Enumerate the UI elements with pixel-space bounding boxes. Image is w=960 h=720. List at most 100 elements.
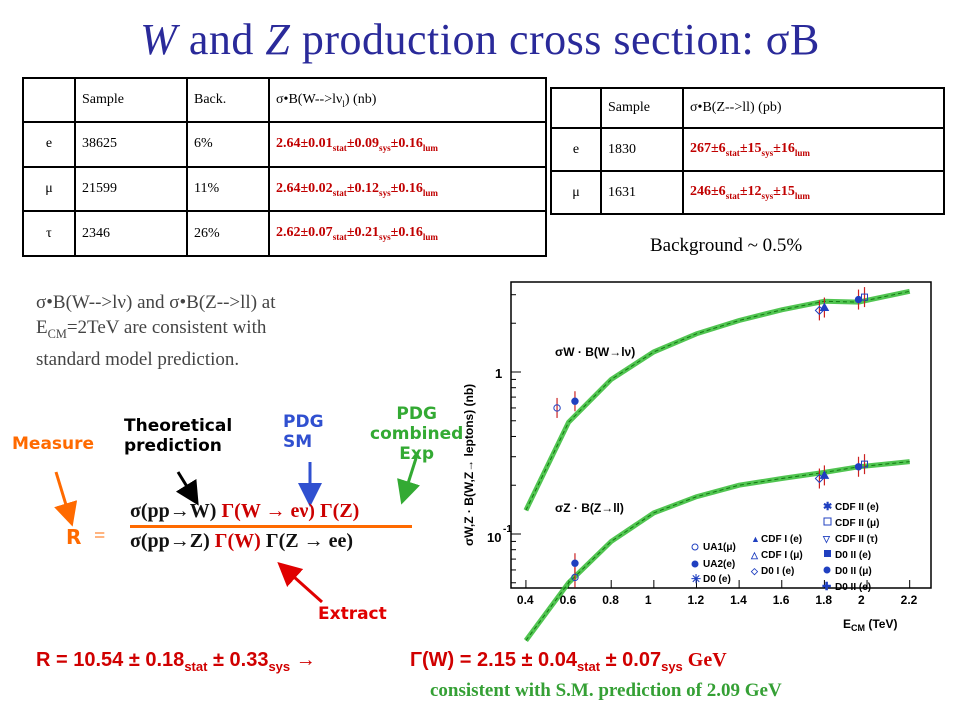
x-tick-label: 2	[858, 593, 865, 607]
w-curve-label: σW · B(W→lν)	[555, 345, 635, 359]
legend-entry: CDF II (e)	[835, 502, 879, 513]
sample-count: 1830	[600, 127, 684, 172]
extract-arrow	[277, 561, 324, 604]
data-points	[553, 287, 869, 588]
data-point	[861, 460, 869, 468]
w-theory-curve-dash	[525, 290, 910, 511]
data-point	[571, 573, 579, 582]
data-point	[854, 295, 863, 304]
plot-legend: UA1(μ) UA2(e) ✳ D0 (e) ▲ CDF I (e) △ CDF…	[691, 501, 879, 593]
z-cross-section-table: Sample σ•B(Z-->ll) (pb) e 1830 267±6stat…	[550, 87, 945, 215]
z-theory-curve-dash	[525, 461, 910, 641]
legend-marker	[824, 550, 831, 557]
x-tick-label: 1.8	[815, 593, 832, 607]
cross-section-value: 2.64±0.02stat±0.12sys±0.16lum	[268, 165, 547, 213]
legend-entry: UA1(μ)	[703, 542, 736, 553]
table-row: e 38625 6% 2.64±0.01stat±0.09sys±0.16lum	[22, 121, 547, 168]
legend-marker: ✳	[691, 572, 701, 586]
formula-r-label: R	[66, 525, 82, 549]
table-header-sample: Sample	[600, 87, 684, 129]
formula-equals: =	[94, 525, 106, 547]
table-row: e 1830 267±6stat±15sys±16lum	[550, 127, 945, 172]
data-point	[553, 404, 561, 412]
legend-marker: ▲	[751, 534, 760, 544]
measure-arrow	[54, 471, 78, 527]
table-header-sigma-b-w: σ•B(W-->lνl) (nb)	[268, 77, 547, 123]
legend-entry: UA2(e)	[703, 559, 735, 570]
legend-entry: CDF I (μ)	[761, 550, 803, 561]
legend-marker: ✱	[823, 501, 832, 513]
sample-count: 21599	[74, 165, 188, 213]
x-tick-label: 1	[645, 593, 652, 607]
gamma-w-result: Γ(W) = 2.15 ± 0.04stat ± 0.07sys GeV	[410, 649, 727, 674]
data-point	[854, 463, 863, 471]
x-tick-label: 1.6	[773, 593, 790, 607]
legend-marker: ▽	[822, 534, 831, 544]
table-row: μ 1631 246±6stat±12sys±15lum	[550, 170, 945, 215]
legend-entry: D0 I (e)	[761, 566, 794, 577]
table-header-sample: Sample	[74, 77, 188, 123]
cross-section-value: 267±6stat±15sys±16lum	[682, 127, 945, 172]
data-point	[814, 305, 825, 316]
lepton-e: e	[22, 121, 76, 168]
r-result: R = 10.54 ± 0.18stat ± 0.33sys →	[36, 649, 316, 674]
y-ticks	[511, 294, 521, 584]
label-pdg-combined: PDG combined Exp	[370, 404, 464, 464]
table-header-empty	[550, 87, 602, 129]
label-measure: Measure	[12, 434, 95, 454]
conclusion-line-2: ECM=2TeV are consistent with	[36, 317, 267, 341]
z-curve-label: σZ · B(Z→ll)	[555, 501, 624, 515]
background-fraction: 6%	[186, 121, 270, 168]
legend-entry: CDF II (τ)	[835, 534, 878, 545]
x-axis-label: ECM (TeV)	[843, 617, 897, 633]
x-tick-label: 0.4	[517, 593, 534, 607]
cross-section-value: 246±6stat±12sys±15lum	[682, 170, 945, 215]
legend-marker: ◇	[750, 566, 759, 576]
data-point	[571, 559, 579, 567]
x-tick-label: 2.2	[901, 593, 918, 607]
legend-marker: △	[750, 550, 759, 560]
background-fraction: 26%	[186, 210, 270, 257]
sample-count: 1631	[600, 170, 684, 215]
pdg-combined-arrow	[397, 451, 420, 505]
table-header-back: Back.	[186, 77, 270, 123]
x-tick-label: 0.8	[602, 593, 619, 607]
data-point	[814, 473, 825, 484]
lepton-tau: τ	[22, 210, 76, 257]
x-tick-label: 0.6	[560, 593, 577, 607]
lepton-mu: μ	[22, 165, 76, 213]
data-point	[861, 293, 869, 301]
fraction-bar	[130, 525, 412, 528]
lepton-e: e	[550, 127, 602, 172]
table-row: τ 2346 26% 2.62±0.07stat±0.21sys±0.16lum	[22, 210, 547, 257]
x-tick-label: 1.4	[730, 593, 747, 607]
plot-frame	[510, 281, 932, 589]
sample-count: 38625	[74, 121, 188, 168]
conclusion-line-3: standard model prediction.	[36, 348, 240, 370]
legend-marker: ✚	[822, 581, 831, 593]
table-row: μ 21599 11% 2.64±0.02stat±0.12sys±0.16lu…	[22, 165, 547, 213]
cross-section-value: 2.64±0.01stat±0.09sys±0.16lum	[268, 121, 547, 168]
x-tick-label: 1.2	[687, 593, 704, 607]
r-formula: σ(pp→W) Γ(W → eν) Γ(Z) σ(pp→Z) Γ(W) Γ(Z …	[130, 500, 412, 553]
legend-marker	[691, 560, 699, 568]
label-theoretical: Theoretical prediction	[124, 416, 233, 456]
legend-marker	[691, 543, 699, 551]
w-cross-section-table: Sample Back. σ•B(W-->lνl) (nb) e 38625 6…	[22, 77, 547, 257]
legend-entry: D0 II (μ)	[835, 566, 872, 577]
legend-entry: D0 II (e)	[835, 582, 871, 593]
y-tick-label-10: 10	[487, 530, 501, 545]
conclusion-line-1: σ•B(W-->lν) and σ•B(Z-->ll) at	[36, 292, 276, 313]
legend-entry: D0 II (e)	[835, 550, 871, 561]
background-note: Background ~ 0.5%	[650, 235, 803, 256]
data-point	[571, 397, 579, 405]
cross-section-plot: 0.4 0.6 0.8 1 1.2 1.4 1.6 1.8 2 2.2 1 10 -1 σW,Z …	[463, 281, 932, 642]
legend-entry: D0 (e)	[703, 574, 731, 585]
label-pdg-sm: PDG SM	[283, 412, 324, 452]
formula-numerator: σ(pp→W) Γ(W → eν) Γ(Z)	[130, 500, 360, 522]
y-axis-label: σW,Z · B(W,Z→ leptons) (nb)	[463, 384, 476, 546]
legend-marker	[823, 566, 831, 574]
theoretical-arrow	[175, 471, 199, 506]
formula-denominator: σ(pp→Z) Γ(W) Γ(Z → ee)	[130, 530, 353, 552]
annotation-arrows	[54, 451, 420, 604]
